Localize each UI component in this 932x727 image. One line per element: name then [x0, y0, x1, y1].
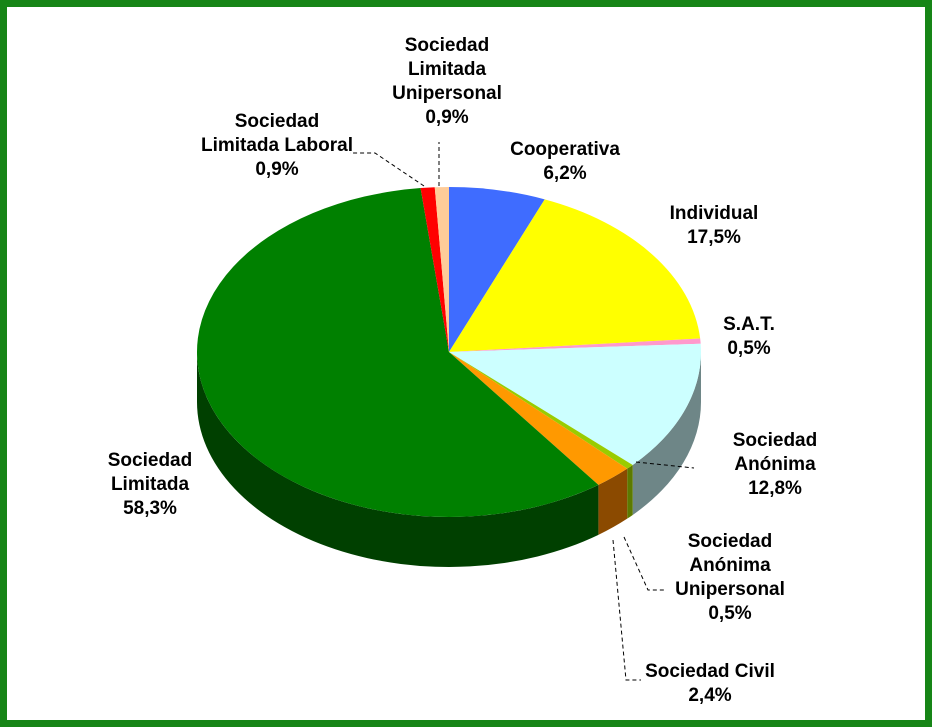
- slice-category-label: Sociedad Civil: [645, 661, 775, 682]
- slice-value-label: 0,9%: [255, 159, 298, 180]
- slice-side-5: [598, 468, 628, 535]
- slice-category-label: Sociedad: [235, 111, 319, 132]
- slice-category-label: Anónima: [734, 454, 816, 475]
- slice-4: [449, 352, 633, 469]
- leader-line-5: [612, 539, 641, 681]
- slice-value-label: 0,9%: [425, 107, 468, 128]
- slice-6: [196, 188, 599, 517]
- pie-slices: [196, 187, 701, 517]
- slice-category-label: Unipersonal: [392, 83, 502, 104]
- slice-side-4: [627, 464, 633, 519]
- slice-2: [449, 338, 701, 352]
- slice-category-label: Limitada: [111, 474, 190, 495]
- slice-value-label: 17,5%: [687, 227, 741, 248]
- slice-category-label: S.A.T.: [723, 314, 775, 335]
- slice-value-label: 6,2%: [543, 163, 586, 184]
- slice-category-label: Sociedad: [688, 531, 772, 552]
- leader-line-3: [635, 461, 695, 469]
- slice-8: [434, 187, 449, 352]
- slice-category-label: Individual: [670, 203, 759, 224]
- slice-value-label: 2,4%: [688, 685, 731, 706]
- leader-lines: [350, 142, 695, 681]
- slice-value-label: 58,3%: [123, 498, 177, 519]
- slice-category-label: Limitada Laboral: [201, 135, 353, 156]
- slice-labels: Cooperativa 6,2% Individual 17,5% S.A.T. 0,5%…: [108, 35, 817, 706]
- slice-category-label: Cooperativa: [510, 139, 620, 160]
- slice-side-6: [197, 352, 599, 567]
- slice-value-label: 12,8%: [748, 478, 802, 499]
- slice-value-label: 0,5%: [727, 338, 770, 359]
- slice-3: [449, 343, 701, 465]
- slice-0: [449, 187, 545, 352]
- slice-category-label: Sociedad: [733, 430, 817, 451]
- slice-1: [449, 199, 701, 352]
- slice-category-label: Sociedad: [108, 450, 192, 471]
- slice-category-label: Anónima: [689, 555, 771, 576]
- slice-category-label: Unipersonal: [675, 579, 785, 600]
- leader-line-4: [623, 536, 664, 591]
- slice-category-label: Sociedad: [405, 35, 489, 56]
- slice-5: [449, 352, 628, 485]
- slice-value-label: 0,5%: [708, 603, 751, 624]
- slice-side-3: [632, 352, 701, 515]
- pie-sides: [197, 352, 701, 567]
- slice-category-label: Limitada: [408, 59, 487, 80]
- slice-7: [420, 187, 449, 352]
- leader-line-7: [350, 152, 425, 187]
